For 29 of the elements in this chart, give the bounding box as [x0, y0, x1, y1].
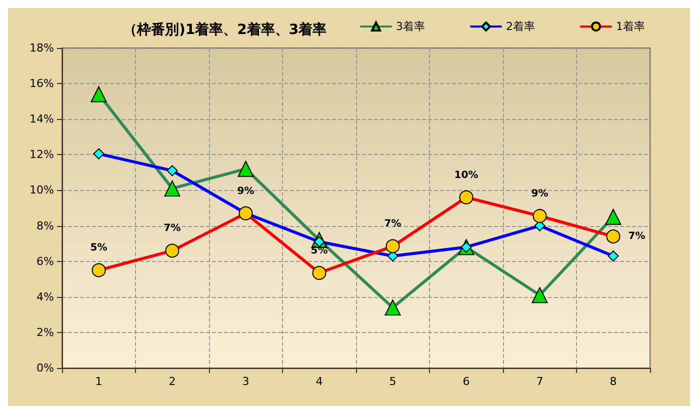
x-tick-label: 8 [610, 375, 617, 388]
y-tick-label: 4% [36, 290, 54, 304]
y-tick-label: 14% [30, 112, 54, 126]
data-label: 7% [384, 218, 402, 230]
x-tick-label: 5 [389, 375, 396, 388]
x-tick-label: 7 [536, 375, 544, 388]
x-tick-label: 6 [462, 375, 470, 388]
chart-title: （枠番別)1着率、2着率、3着率 [123, 21, 327, 38]
legend-label: 3着率 [396, 20, 426, 33]
data-label: 5% [90, 242, 108, 254]
data-label: 9% [531, 188, 548, 200]
data-label: 7% [628, 230, 646, 242]
data-label: 10% [454, 170, 478, 181]
y-tick-label: 12% [30, 148, 54, 162]
legend-label: 1着率 [616, 20, 645, 33]
y-tick-label: 6% [36, 254, 54, 268]
y-tick-label: 0% [36, 362, 54, 374]
y-tick-label: 16% [30, 77, 54, 90]
x-tick-label: 2 [168, 375, 176, 388]
x-tick-label: 4 [316, 375, 323, 388]
x-tick-label: 3 [242, 375, 250, 388]
y-tick-label: 18% [30, 42, 54, 54]
x-tick-label: 1 [95, 375, 102, 388]
y-tick-label: 8% [36, 219, 54, 232]
legend-label: 2着率 [506, 20, 536, 33]
data-label: 9% [237, 186, 254, 197]
y-tick-label: 2% [36, 326, 54, 339]
data-label: 7% [164, 223, 181, 234]
y-tick-label: 10% [30, 184, 54, 197]
